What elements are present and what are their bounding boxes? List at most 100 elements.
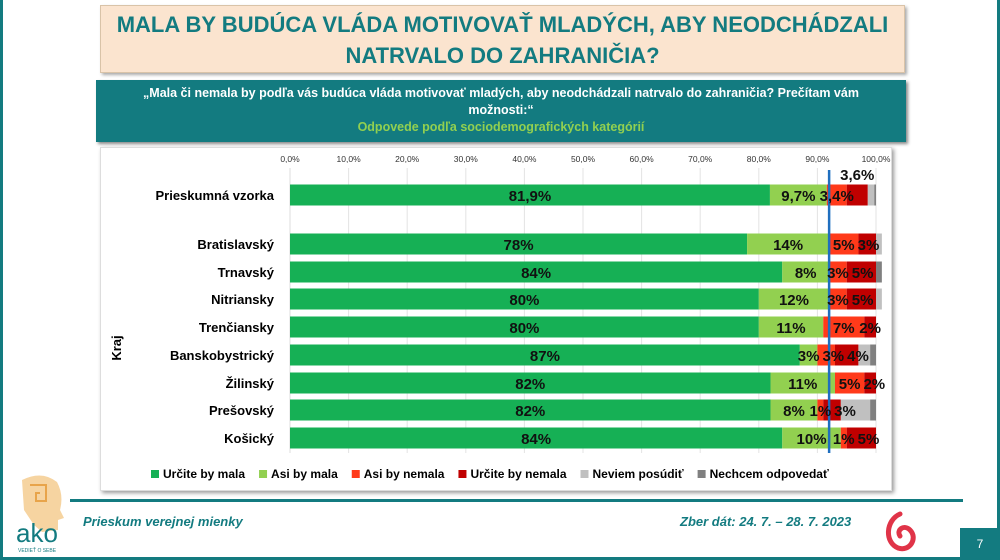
category-label: Prieskumná vzorka (155, 188, 274, 203)
data-label: 2% (863, 376, 885, 393)
bar-segment (874, 184, 876, 206)
data-label: 5% (852, 265, 874, 282)
data-label: 82% (515, 403, 545, 420)
legend-label: Určite by nemala (470, 467, 566, 481)
bar-segment (769, 184, 827, 206)
title-line2: NATRVALO DO ZAHRANIČIA? (345, 43, 660, 68)
category-label: Prešovský (209, 403, 275, 418)
data-label: 8% (783, 403, 805, 420)
bar-segment (846, 261, 876, 283)
stacked-bar-chart: 0,0% 10,0% 20,0% 30,0% 40,0% 50,0% 60,0% 70,0% 8… (109, 154, 891, 481)
question-box: „Mala či nemala by podľa vás budúca vlád… (96, 80, 906, 142)
right-border (997, 0, 1000, 560)
bar-segment (290, 399, 771, 421)
legend-label: Určite by mala (163, 467, 245, 481)
bar-segment (290, 261, 783, 283)
legend-label: Neviem posúdiť (593, 467, 684, 481)
category-label: Trnavský (218, 265, 275, 280)
data-label: 14% (773, 237, 803, 254)
bar-segment (290, 344, 800, 366)
title-line1: MALA BY BUDÚCA VLÁDA MOTIVOVAŤ MLADÝCH, … (116, 12, 889, 37)
data-label: 3,4% (820, 188, 854, 205)
question-subtitle: Odpovede podľa sociodemografických kateg… (357, 120, 645, 134)
data-label: 84% (521, 431, 551, 448)
bar-segment (823, 399, 841, 421)
bar-segment (782, 261, 830, 283)
data-label: 3% (798, 348, 820, 365)
bar-segment (782, 427, 841, 449)
x-tick-label: 60,0% (630, 154, 655, 164)
bar-segment (829, 233, 859, 255)
legend-swatch (151, 470, 159, 478)
slide-title: MALA BY BUDÚCA VLÁDA MOTIVOVAŤ MLADÝCH, … (100, 5, 905, 73)
x-tick-label: 0,0% (280, 154, 300, 164)
bar-segment (817, 399, 824, 421)
x-tick-label: 10,0% (337, 154, 362, 164)
data-label: 3% (822, 348, 844, 365)
bar-segment (867, 184, 875, 206)
legend-label: Nechcem odpovedať (710, 467, 829, 481)
legend-swatch (458, 470, 467, 478)
x-tick-label: 90,0% (805, 154, 830, 164)
bar-segment (840, 427, 847, 449)
data-label: 12% (779, 292, 809, 309)
legend-label: Asi by nemala (364, 467, 445, 481)
bar-segment (876, 233, 882, 255)
data-label: 1% (833, 431, 855, 448)
data-label: 5% (852, 292, 874, 309)
category-label: Bratislavský (197, 237, 274, 252)
bar-segment (826, 184, 847, 206)
bar-segment (290, 288, 759, 310)
bar-segment (829, 288, 847, 310)
partner-logo-icon (886, 511, 916, 552)
data-label: 7% (833, 320, 855, 337)
data-label: 80% (509, 292, 539, 309)
chart-container: 0,0% 10,0% 20,0% 30,0% 40,0% 50,0% 60,0% 70,0% 8… (100, 147, 892, 491)
category-label: Košický (224, 431, 275, 446)
bar-segment (864, 316, 876, 338)
group-label: Kraj (109, 335, 124, 360)
bar-segment (876, 261, 882, 283)
footer-date: Zber dát: 24. 7. – 28. 7. 2023 (680, 514, 852, 529)
data-label: 10% (797, 431, 827, 448)
data-label: 5% (833, 237, 855, 254)
category-label: Nitriansky (211, 292, 275, 307)
bar-segment (758, 316, 824, 338)
bar-segment (770, 399, 818, 421)
data-label: 1% (809, 403, 831, 420)
data-label: 81,9% (509, 188, 552, 205)
svg-text:ako: ako (16, 518, 58, 548)
bar-segment (870, 399, 876, 421)
bar-segment (858, 233, 876, 255)
bar-segment (290, 316, 759, 338)
bar-segment (858, 344, 871, 366)
data-label: 3% (827, 292, 849, 309)
data-label: 84% (521, 265, 551, 282)
data-label: 11% (788, 376, 817, 393)
data-label: 78% (504, 237, 534, 254)
ako-logo: ako VEDIEŤ O SEBE (16, 475, 64, 554)
bar-segment (290, 233, 748, 255)
bar-segment (846, 184, 868, 206)
bar-segment (834, 344, 859, 366)
legend-swatch (697, 470, 706, 478)
bar-segment (799, 344, 818, 366)
data-label: 82% (515, 376, 545, 393)
data-label: 4% (847, 348, 869, 365)
x-tick-label: 100,0% (862, 154, 891, 164)
data-label: 8% (795, 265, 817, 282)
bar-segment (290, 427, 783, 449)
x-tick-label: 80,0% (747, 154, 772, 164)
bar-segment (864, 372, 876, 394)
data-label: 2% (859, 320, 881, 337)
bar-segment (840, 399, 871, 421)
data-label: 3% (834, 403, 856, 420)
bar-segment (829, 261, 847, 283)
data-label: 3% (827, 265, 849, 282)
category-label: Trenčiansky (199, 320, 275, 335)
bar-segment (823, 316, 865, 338)
svg-text:VEDIEŤ O SEBE: VEDIEŤ O SEBE (18, 546, 57, 554)
category-label: Banskobystrický (170, 348, 275, 363)
legend-swatch (351, 470, 360, 478)
